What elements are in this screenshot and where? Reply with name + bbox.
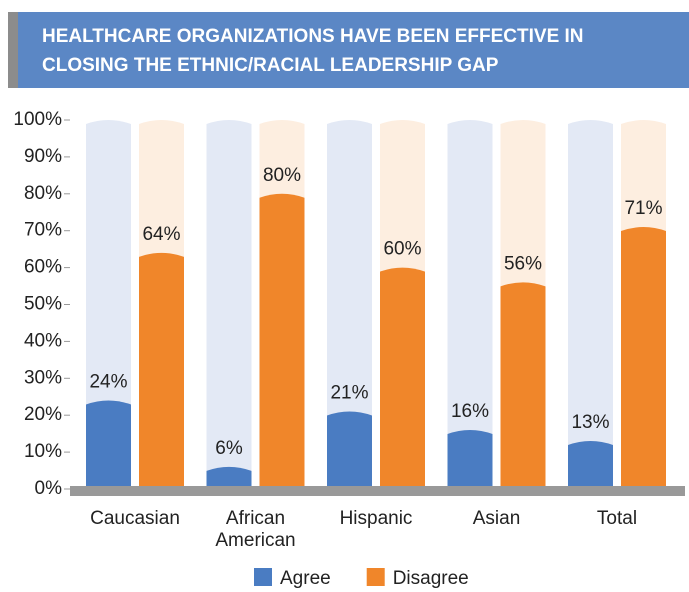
legend-swatch: [254, 568, 272, 586]
baseline: [70, 486, 685, 496]
data-label: 16%: [451, 401, 489, 422]
bar: [447, 429, 493, 489]
y-tick-label: 90%: [24, 146, 62, 167]
data-label: 13%: [571, 412, 609, 433]
y-tick-label: 80%: [24, 183, 62, 204]
data-label: 80%: [263, 165, 301, 186]
x-tick-label: Total: [596, 508, 638, 529]
bar: [327, 411, 372, 489]
data-label: 21%: [330, 383, 368, 404]
data-label: 64%: [142, 224, 180, 245]
x-tick-label: African American: [215, 508, 296, 551]
bar: [206, 466, 252, 489]
data-label: 24%: [89, 371, 127, 392]
chart-title: HEALTHCARE ORGANIZATIONS HAVE BEEN EFFEC…: [42, 26, 584, 76]
x-tick-label: Asian: [472, 508, 521, 529]
bar: [139, 252, 184, 489]
bar: [621, 227, 666, 489]
bar: [86, 400, 131, 489]
y-tick-label: 40%: [24, 330, 62, 351]
legend-swatch: [366, 568, 385, 586]
y-tick-label: 100%: [13, 109, 62, 130]
y-tick-label: 60%: [24, 257, 62, 278]
bar-track: [447, 120, 493, 489]
data-label: 6%: [215, 438, 243, 459]
y-tick-label: 10%: [24, 441, 62, 462]
y-tick-label: 20%: [24, 404, 62, 425]
bar-track: [327, 120, 372, 489]
x-tick-label: Hispanic: [339, 508, 413, 529]
bar: [500, 282, 546, 489]
title-banner: HEALTHCARE ORGANIZATIONS HAVE BEEN EFFEC…: [8, 12, 689, 88]
data-label: 71%: [624, 198, 662, 219]
y-tick-label: 70%: [24, 220, 62, 241]
x-tick-label: Caucasian: [90, 508, 180, 529]
y-tick-label: 0%: [35, 478, 63, 499]
bar-track: [206, 120, 252, 489]
legend-label: Agree: [280, 568, 331, 589]
y-tick-label: 50%: [24, 294, 62, 315]
legend-label: Disagree: [393, 568, 469, 589]
bar: [259, 193, 305, 490]
bar-track: [568, 120, 613, 489]
bar: [568, 441, 613, 489]
y-tick-label: 30%: [24, 367, 62, 388]
bar-track: [86, 120, 131, 489]
data-label: 60%: [383, 239, 421, 260]
bar: [380, 267, 425, 489]
data-label: 56%: [504, 253, 542, 274]
